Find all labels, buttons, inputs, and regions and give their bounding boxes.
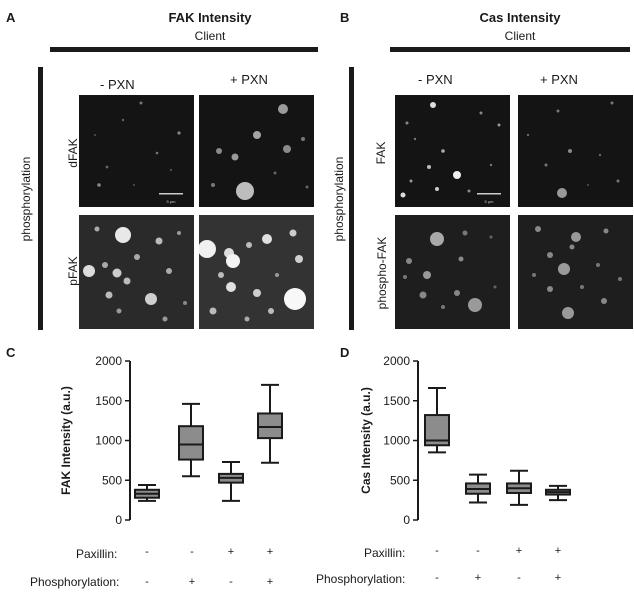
chart-d-ylabel: Cas Intensity (a.u.) — [360, 387, 373, 494]
panel-a-col-plus: + PXN — [230, 72, 268, 87]
chart-c-cond: - — [190, 546, 194, 558]
micrograph-a-dfak-minus: 5 μm — [79, 95, 194, 207]
chart-c-ytick-label: 500 — [102, 473, 122, 487]
micrograph-a-dfak-plus — [199, 95, 314, 207]
panel-b-title: Cas Intensity — [479, 10, 561, 25]
panel-a-phospho-bar — [38, 67, 43, 330]
chart-c-cond: - — [145, 576, 149, 588]
chart-c-row1-label: Phosphorylation: — [30, 575, 120, 589]
chart-c-cond: - — [145, 546, 149, 558]
chart-d-cond: + — [474, 572, 482, 584]
chart-d-cond: - — [517, 572, 521, 584]
panel-b-client-bar — [390, 47, 630, 52]
chart-c-ytick-label: 1000 — [95, 434, 122, 448]
panel-b-letter: B — [340, 10, 350, 25]
chart-d-cond: + — [554, 545, 562, 557]
panel-b-row-bottom-label: phospho-FAK — [375, 236, 389, 310]
panel-a-row-top-label: dFAK — [66, 138, 80, 168]
chart-d-ytick-label: 500 — [390, 473, 410, 487]
chart-c-ylabel: FAK Intensity (a.u.) — [60, 386, 73, 495]
panel-b-col-plus: + PXN — [540, 72, 578, 87]
panel-a-client-label: Client — [194, 29, 226, 43]
chart-cas-intensity: 0 500 1000 1500 2000 Cas Intensity (a.u.) — [360, 354, 571, 527]
chart-c-cond: - — [229, 576, 233, 588]
panel-a-col-minus: - PXN — [100, 77, 135, 92]
panel-a-title: FAK Intensity — [168, 10, 252, 25]
chart-c-cond: + — [266, 546, 274, 558]
chart-d-cond: - — [476, 545, 480, 557]
chart-c-ytick-label: 2000 — [95, 354, 122, 368]
chart-c-cond: + — [188, 576, 196, 588]
chart-d-ytick-label: 1500 — [383, 394, 410, 408]
panel-a-phospho-label: phosphorylation — [19, 156, 33, 242]
chart-d-ytick-label: 1000 — [383, 434, 410, 448]
panel-a-client-bar — [50, 47, 318, 52]
chart-d-cond: + — [515, 545, 523, 557]
chart-d-row1-label: Phosphorylation: — [316, 572, 406, 586]
chart-d-ytick-label: 0 — [403, 513, 410, 527]
chart-d-row0-label: Paxillin: — [364, 546, 406, 560]
chart-c-ytick-label: 0 — [115, 513, 122, 527]
panel-a-letter: A — [6, 10, 16, 25]
chart-c-box — [178, 425, 204, 461]
panel-b-phospho-label: phosphorylation — [332, 156, 346, 242]
micrograph-a-pfak-plus — [199, 215, 314, 329]
chart-c-cond: + — [266, 576, 274, 588]
panel-b-row-top-label: FAK — [374, 141, 388, 165]
panel-a-scalebar-label: 5 μm — [167, 199, 177, 204]
chart-d-cond: - — [435, 545, 439, 557]
micrograph-b-phospho-minus — [395, 215, 510, 329]
panel-a-row-bottom-label: pFAK — [66, 256, 80, 286]
panel-b-client-label: Client — [504, 29, 536, 43]
chart-c-cond: + — [227, 546, 235, 558]
micrograph-b-fak-plus — [518, 95, 633, 207]
micrograph-a-pfak-minus — [79, 215, 194, 329]
chart-c-box — [257, 412, 283, 440]
micrograph-b-fak-minus: 5 μm — [395, 95, 510, 207]
chart-fak-intensity: 0 500 1000 1500 2000 FAK Intensity (a.u.) — [60, 354, 283, 527]
panel-b-phospho-bar — [349, 67, 354, 330]
chart-c-ytick-label: 1500 — [95, 394, 122, 408]
micrograph-b-phospho-plus — [518, 215, 633, 329]
panel-d-letter: D — [340, 345, 350, 360]
panel-b-scalebar-label: 5 μm — [485, 199, 495, 204]
chart-d-cond: + — [554, 572, 562, 584]
chart-d-cond: - — [435, 572, 439, 584]
chart-d-ytick-label: 2000 — [383, 354, 410, 368]
panel-b-col-minus: - PXN — [418, 72, 453, 87]
panel-c-letter: C — [6, 345, 16, 360]
chart-c-row0-label: Paxillin: — [76, 547, 118, 561]
